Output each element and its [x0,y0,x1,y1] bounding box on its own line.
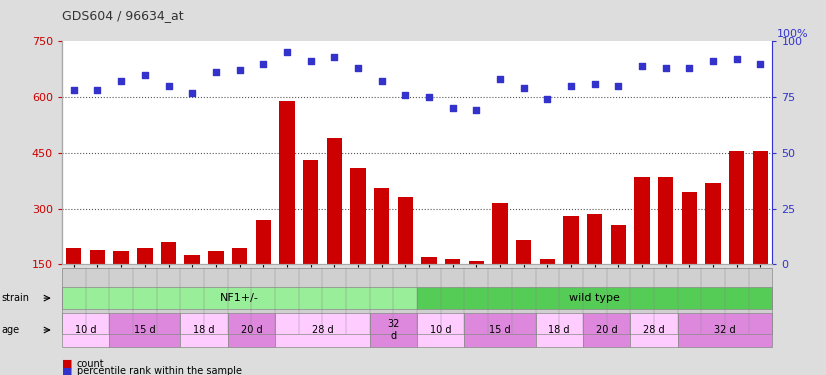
Bar [445,259,460,264]
Bar [66,248,82,264]
Text: age: age [2,325,20,335]
Bar [90,249,105,264]
Text: 32 d: 32 d [714,325,736,335]
Point [470,107,483,113]
Point [683,65,696,71]
Point [67,87,80,93]
Point [446,105,459,111]
Point [517,85,530,91]
Bar [658,177,673,264]
Point [754,61,767,67]
Point [233,67,246,73]
Point [635,63,648,69]
Bar [681,192,697,264]
Bar [634,177,650,264]
Bar [303,160,318,264]
Bar [563,216,579,264]
Bar [113,251,129,264]
Text: 20 d: 20 d [596,325,617,335]
Point [280,50,293,55]
Text: 32
d: 32 d [387,319,400,341]
Text: wild type: wild type [569,293,620,303]
Point [186,90,199,96]
Bar [397,197,413,264]
Text: 20 d: 20 d [240,325,262,335]
Point [588,81,601,87]
Point [91,87,104,93]
Bar [610,225,626,264]
Point [138,72,151,78]
Point [209,69,222,75]
Point [328,54,341,60]
Bar [516,240,531,264]
Bar [587,214,602,264]
Point [399,92,412,98]
Text: NF1+/-: NF1+/- [220,293,259,303]
Bar [137,248,153,264]
Text: percentile rank within the sample: percentile rank within the sample [77,366,242,375]
Text: count: count [77,359,104,369]
Point [659,65,672,71]
Text: 28 d: 28 d [311,325,333,335]
Bar [729,151,744,264]
Bar [350,168,366,264]
Bar [326,138,342,264]
Bar [705,183,721,264]
Text: GDS604 / 96634_at: GDS604 / 96634_at [62,9,183,22]
Point [115,78,128,84]
Bar [232,248,247,264]
Text: 15 d: 15 d [134,325,155,335]
Text: ■: ■ [62,366,73,375]
Point [162,83,175,89]
Point [706,58,719,64]
Point [422,94,435,100]
Text: strain: strain [2,293,30,303]
Text: 10 d: 10 d [430,325,452,335]
Point [304,58,317,64]
Bar [208,251,224,264]
Text: 15 d: 15 d [489,325,510,335]
Point [257,61,270,67]
Point [375,78,388,84]
Point [730,56,743,62]
Bar [279,101,295,264]
Point [541,96,554,102]
Bar [752,151,768,264]
Text: 18 d: 18 d [193,325,215,335]
Bar [539,259,555,264]
Bar [374,188,389,264]
Bar [468,261,484,264]
Bar [492,203,508,264]
Bar [421,257,437,264]
Text: 100%: 100% [776,29,808,39]
Point [493,76,506,82]
Text: 18 d: 18 d [548,325,570,335]
Text: 28 d: 28 d [643,325,665,335]
Bar [184,255,200,264]
Bar [161,242,176,264]
Point [564,83,577,89]
Text: ■: ■ [62,359,73,369]
Bar [255,220,271,264]
Text: 10 d: 10 d [75,325,97,335]
Point [351,65,364,71]
Point [612,83,625,89]
